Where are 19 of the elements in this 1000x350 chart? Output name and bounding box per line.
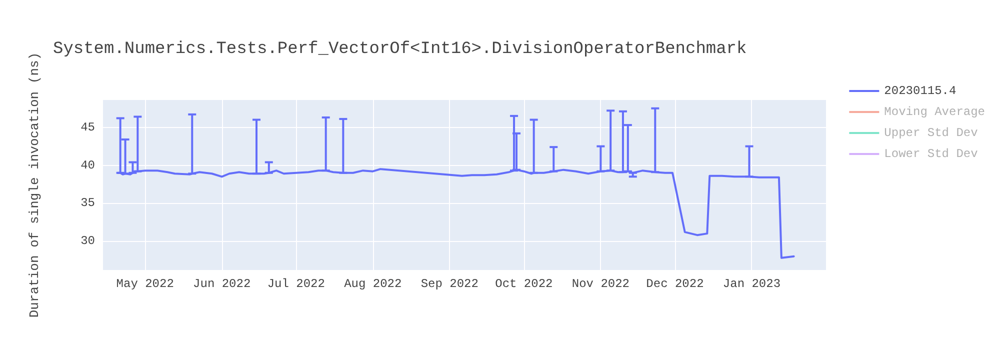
- legend-label: Moving Average: [884, 105, 986, 119]
- chart-title: System.Numerics.Tests.Perf_VectorOf<Int16>.DivisionOperatorBenchmark: [53, 40, 747, 59]
- x-tick-label: Oct 2022: [495, 277, 553, 291]
- x-tick-label: Nov 2022: [572, 277, 630, 291]
- legend-label: 20230115.4: [884, 84, 956, 98]
- y-tick-label: 45: [80, 120, 95, 134]
- x-tick-label: Jun 2022: [193, 277, 251, 291]
- legend-label: Upper Std Dev: [884, 126, 978, 140]
- x-tick-label: Dec 2022: [646, 277, 704, 291]
- x-tick-label: Sep 2022: [420, 277, 478, 291]
- x-tick-label: Aug 2022: [344, 277, 402, 291]
- y-tick-label: 30: [80, 234, 95, 248]
- y-tick-label: 35: [80, 196, 95, 210]
- x-tick-label: May 2022: [116, 277, 174, 291]
- x-tick-label: Jan 2023: [722, 277, 781, 291]
- x-tick-label: Jul 2022: [267, 277, 325, 291]
- legend-label: Lower Std Dev: [884, 147, 978, 161]
- y-axis-title: Duration of single invocation (ns): [27, 52, 42, 318]
- y-tick-label: 40: [80, 158, 95, 172]
